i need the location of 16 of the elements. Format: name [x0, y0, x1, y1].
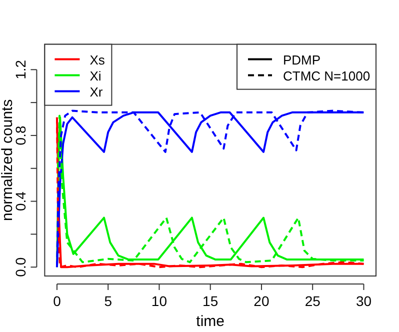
- annotation: PDMP: [283, 52, 321, 68]
- x-tick-label: 15: [202, 293, 218, 309]
- x-tick-label: 30: [356, 293, 372, 309]
- x-tick-label: 10: [151, 293, 168, 309]
- x-axis-title: time: [196, 313, 225, 330]
- style-key-box: PDMP CTMC N=1000: [236, 44, 376, 90]
- x-tick-label: 5: [104, 293, 112, 309]
- legend-label: Xi: [90, 68, 102, 84]
- x-tick-label: 20: [254, 293, 270, 309]
- legend-label: Xr: [90, 84, 104, 100]
- annotation: CTMC N=1000: [283, 68, 370, 84]
- y-tick-label: 0.0: [12, 257, 29, 277]
- legend-label: Xs: [90, 52, 106, 68]
- y-tick-label: 1.2: [12, 60, 29, 80]
- x-tick-label: 25: [304, 293, 321, 309]
- x-tick-label: 0: [53, 293, 62, 309]
